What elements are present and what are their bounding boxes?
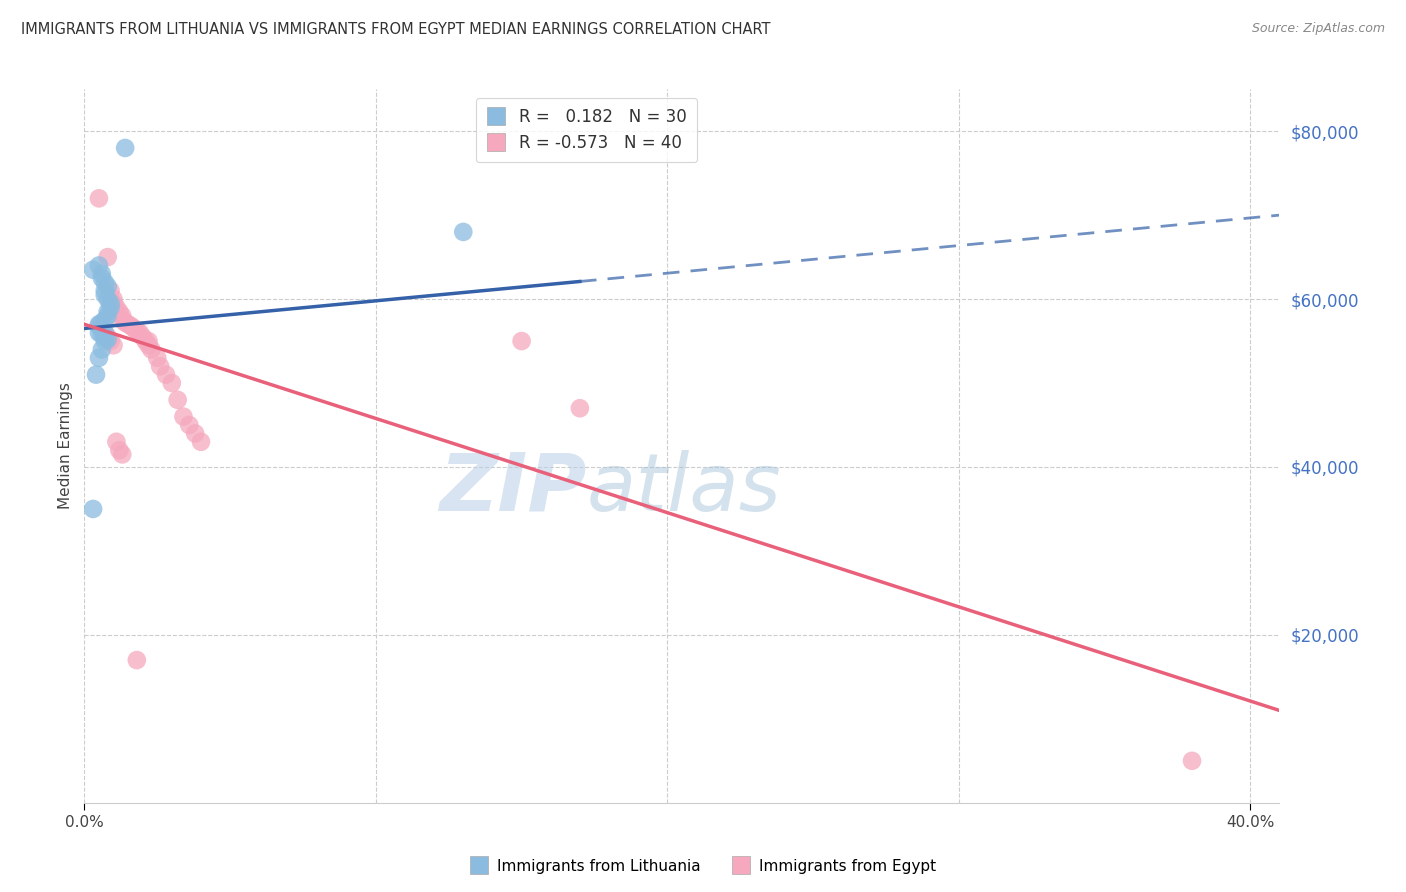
- Point: [125, 324, 148, 338]
- Point: [94, 334, 117, 348]
- Point: [87, 191, 110, 205]
- Point: [111, 313, 134, 327]
- Point: [141, 343, 163, 357]
- Point: [103, 292, 125, 306]
- Point: [190, 434, 212, 449]
- Point: [105, 434, 128, 449]
- Point: [138, 334, 160, 348]
- Point: [87, 259, 110, 273]
- Point: [94, 275, 117, 289]
- Point: [94, 284, 117, 298]
- Point: [87, 318, 110, 332]
- Point: [100, 296, 122, 310]
- Point: [97, 304, 120, 318]
- Point: [120, 318, 142, 333]
- Y-axis label: Median Earnings: Median Earnings: [58, 383, 73, 509]
- Point: [90, 267, 112, 281]
- Point: [453, 225, 475, 239]
- Point: [108, 304, 131, 318]
- Point: [97, 309, 120, 323]
- Point: [100, 334, 122, 348]
- Point: [90, 343, 112, 357]
- Text: ZIP: ZIP: [439, 450, 586, 528]
- Point: [117, 318, 139, 332]
- Point: [105, 301, 128, 315]
- Point: [111, 447, 134, 461]
- Point: [100, 301, 122, 315]
- Point: [114, 141, 136, 155]
- Point: [82, 502, 104, 516]
- Point: [87, 351, 110, 365]
- Point: [90, 271, 112, 285]
- Point: [125, 653, 148, 667]
- Point: [94, 313, 117, 327]
- Point: [138, 338, 160, 352]
- Text: IMMIGRANTS FROM LITHUANIA VS IMMIGRANTS FROM EGYPT MEDIAN EARNINGS CORRELATION C: IMMIGRANTS FROM LITHUANIA VS IMMIGRANTS …: [21, 22, 770, 37]
- Point: [103, 338, 125, 352]
- Point: [97, 292, 120, 306]
- Point: [94, 326, 117, 340]
- Text: Source: ZipAtlas.com: Source: ZipAtlas.com: [1251, 22, 1385, 36]
- Text: atlas: atlas: [586, 450, 782, 528]
- Point: [568, 401, 591, 416]
- Point: [184, 426, 207, 441]
- Point: [97, 332, 120, 346]
- Point: [155, 368, 177, 382]
- Point: [108, 443, 131, 458]
- Point: [94, 288, 117, 302]
- Point: [90, 316, 112, 330]
- Point: [510, 334, 533, 348]
- Point: [172, 409, 194, 424]
- Legend: R =   0.182   N = 30, R = -0.573   N = 40: R = 0.182 N = 30, R = -0.573 N = 40: [475, 97, 697, 161]
- Point: [103, 296, 125, 310]
- Point: [146, 351, 169, 365]
- Point: [87, 326, 110, 340]
- Point: [94, 330, 117, 344]
- Point: [166, 392, 188, 407]
- Point: [87, 318, 110, 333]
- Point: [97, 279, 120, 293]
- Point: [82, 262, 104, 277]
- Point: [90, 327, 112, 342]
- Point: [111, 309, 134, 323]
- Point: [90, 321, 112, 335]
- Point: [131, 330, 153, 344]
- Point: [1181, 754, 1204, 768]
- Point: [179, 417, 201, 432]
- Point: [128, 326, 150, 340]
- Point: [135, 334, 157, 348]
- Point: [94, 326, 117, 340]
- Point: [160, 376, 183, 390]
- Point: [122, 321, 145, 335]
- Point: [114, 316, 136, 330]
- Point: [97, 250, 120, 264]
- Point: [149, 359, 172, 374]
- Point: [100, 284, 122, 298]
- Legend: Immigrants from Lithuania, Immigrants from Egypt: Immigrants from Lithuania, Immigrants fr…: [464, 853, 942, 880]
- Point: [84, 368, 107, 382]
- Point: [97, 330, 120, 344]
